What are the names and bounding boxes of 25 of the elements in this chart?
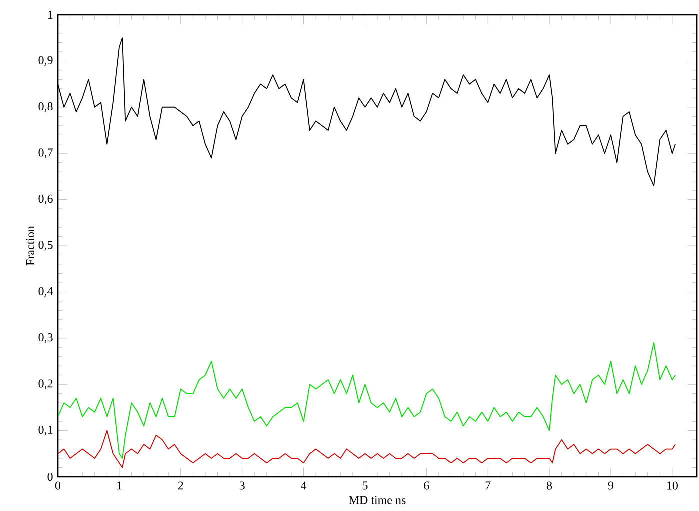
x-tick-label: 8 [547, 482, 552, 490]
x-tick-label: 3 [240, 482, 245, 490]
y-tick-label: 0,8 [38, 102, 53, 112]
y-tick-label: 0,2 [38, 380, 53, 390]
x-tick-label: 0 [55, 482, 61, 490]
y-tick-label: 0,7 [38, 148, 53, 159]
y-tick-label: 0,9 [38, 56, 53, 66]
x-axis-title: MD time ns [349, 496, 406, 504]
line-series [58, 342, 676, 459]
y-tick-label: 1 [48, 11, 53, 19]
x-tick-label: 10 [667, 482, 678, 490]
y-tick-label: 0,1 [38, 426, 53, 436]
x-tick-label: 9 [608, 482, 614, 490]
y-tick-label: 0,6 [38, 194, 53, 205]
y-tick-label: 0,3 [38, 333, 53, 344]
y-tick-label: 0,4 [38, 287, 54, 298]
x-tick-label: 2 [178, 482, 184, 490]
x-tick-label: 4 [301, 482, 307, 490]
x-tick-label: 1 [117, 482, 122, 490]
y-axis-title: Fraction [26, 226, 34, 266]
x-tick-label: 7 [486, 482, 491, 490]
x-tick-label: 5 [362, 482, 368, 490]
x-tick-label: 6 [424, 482, 430, 490]
y-tick-label: 0 [48, 472, 53, 482]
y-tick-label: 0,5 [38, 241, 53, 251]
